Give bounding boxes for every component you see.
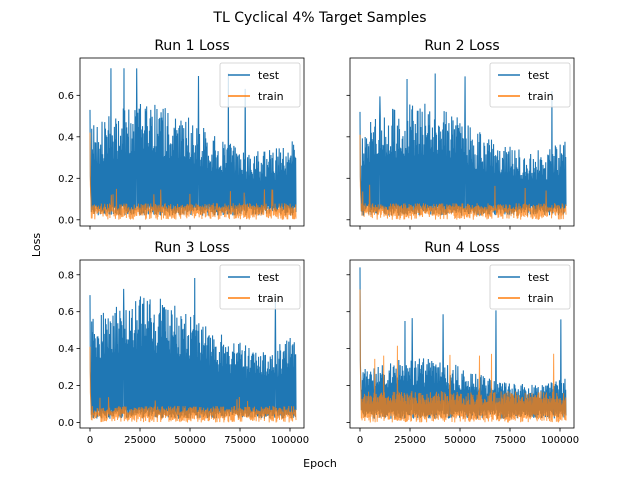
- suptitle: TL Cyclical 4% Target Samples: [212, 10, 426, 26]
- x-axis-label: Epoch: [303, 457, 337, 470]
- x-tick-label: 0: [87, 435, 93, 446]
- x-tick-label: 100000: [541, 435, 579, 446]
- legend: test train: [219, 264, 301, 310]
- y-tick-label: 0.0: [58, 215, 74, 226]
- x-tick-label: 25000: [394, 435, 426, 446]
- legend: test train: [219, 62, 301, 108]
- y-tick-label: 0.2: [58, 174, 74, 185]
- axes-frame: [79, 259, 305, 429]
- y-axis-label: Loss: [30, 233, 43, 257]
- legend-label-train: train: [258, 90, 284, 103]
- subplot-title: Run 1 Loss: [154, 38, 229, 54]
- legend: test train: [489, 264, 571, 310]
- y-tick-label: 0.6: [58, 91, 74, 102]
- y-tick-label: 0.8: [58, 270, 74, 281]
- subplot-title: Run 4 Loss: [424, 240, 499, 256]
- y-tick-label: 0.0: [58, 418, 74, 429]
- subplot-title: Run 2 Loss: [424, 38, 499, 54]
- axes-frame: [349, 259, 575, 429]
- x-tick-label: 100000: [271, 435, 309, 446]
- y-tick-label: 0.4: [58, 344, 74, 355]
- series-line-train: [89, 132, 297, 220]
- y-tick-label: 0.4: [58, 132, 74, 143]
- subplot-title: Run 3 Loss: [154, 240, 229, 256]
- legend: test train: [489, 62, 571, 108]
- series-line-train: [359, 134, 567, 220]
- axes-frame: [79, 57, 305, 227]
- legend-label-test: test: [258, 271, 280, 284]
- legend-label-train: train: [528, 292, 554, 305]
- y-tick-label: 0.6: [58, 307, 74, 318]
- x-tick-label: 75000: [224, 435, 256, 446]
- series-line-train: [359, 289, 567, 423]
- x-tick-label: 25000: [124, 435, 156, 446]
- legend-label-test: test: [528, 69, 550, 82]
- x-tick-label: 50000: [444, 435, 476, 446]
- subplot-1: Run 1 Loss 0.0 0.2 0.4 0.6 test train: [58, 38, 305, 230]
- x-tick-label: 50000: [174, 435, 206, 446]
- legend-label-train: train: [528, 90, 554, 103]
- subplot-4: Run 4 Loss 0 25000 50000 75000 100000 test trai…: [346, 240, 579, 446]
- legend-label-test: test: [528, 271, 550, 284]
- y-tick-label: 0.2: [58, 381, 74, 392]
- x-tick-label: 0: [357, 435, 363, 446]
- series-line-train: [89, 346, 297, 423]
- legend-label-test: test: [258, 69, 280, 82]
- subplot-2: Run 2 Loss test train: [346, 38, 575, 230]
- x-tick-label: 75000: [494, 435, 526, 446]
- legend-label-train: train: [258, 292, 284, 305]
- axes-frame: [349, 57, 575, 227]
- subplot-3: Run 3 Loss 0.0 0.2 0.4 0.6 0.8 0 25000 50000 7500…: [58, 240, 309, 446]
